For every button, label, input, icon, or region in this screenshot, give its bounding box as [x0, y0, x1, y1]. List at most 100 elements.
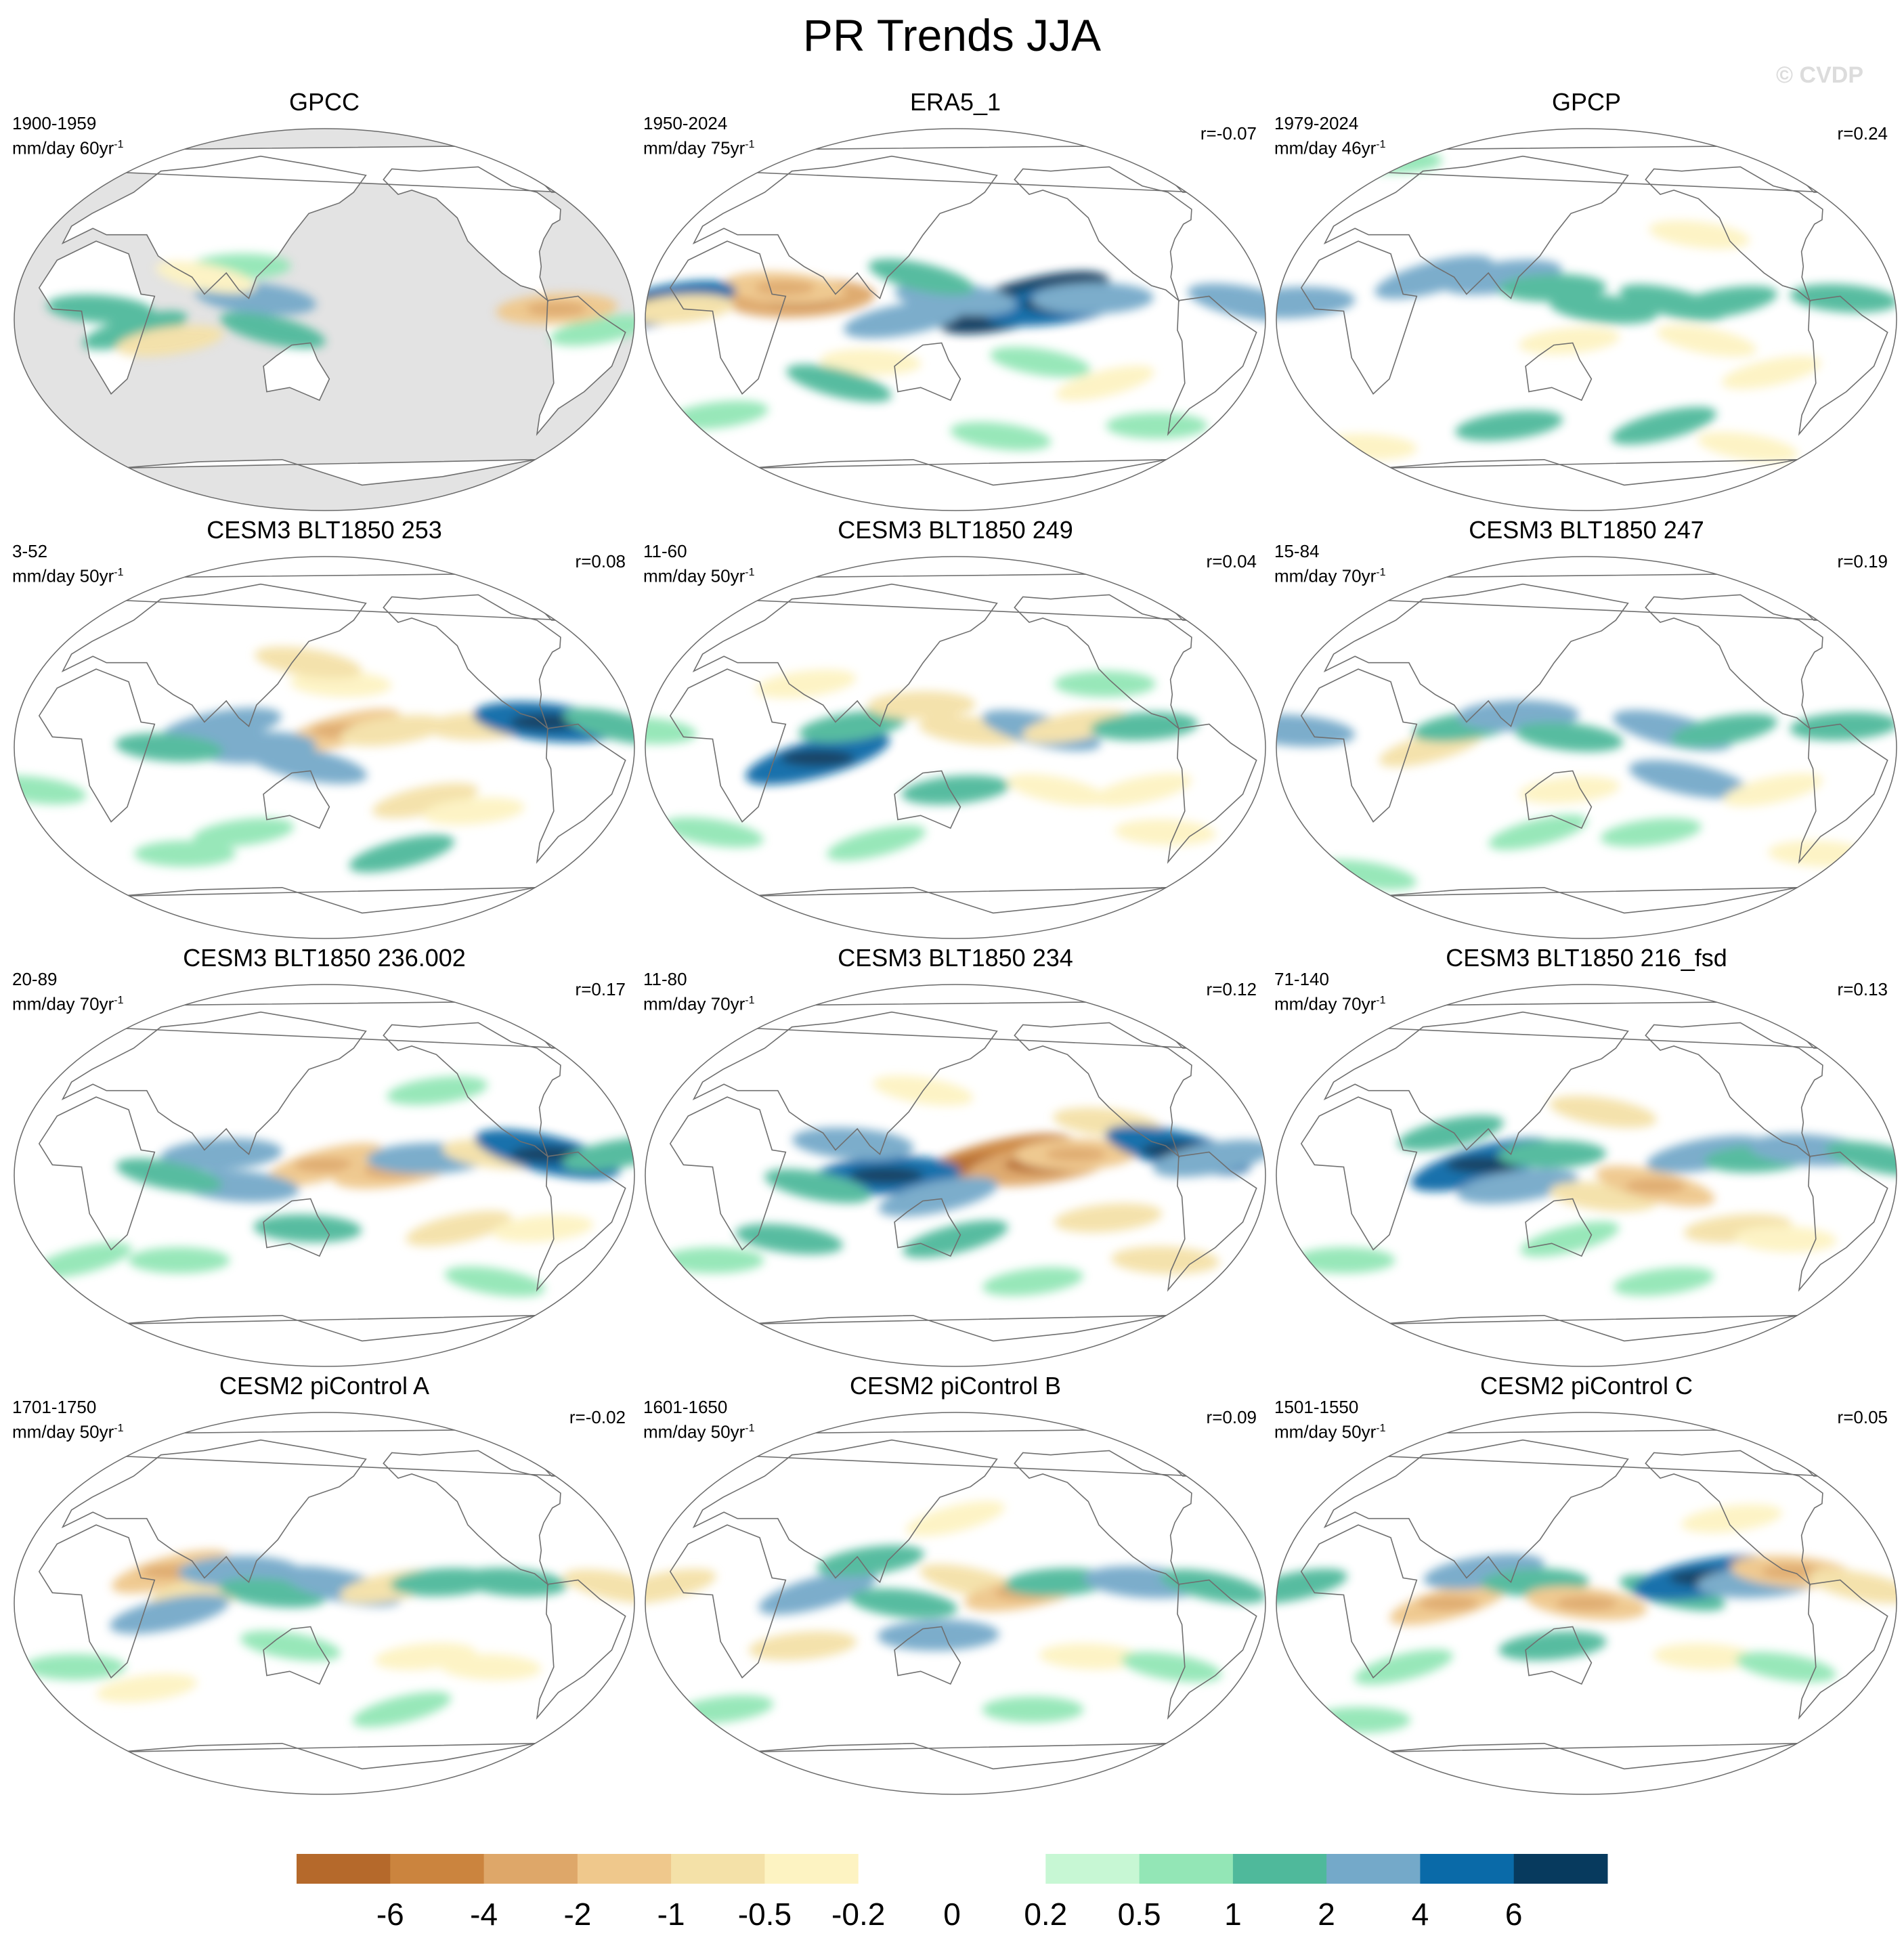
- colorbar-swatch: [952, 1854, 1046, 1884]
- trend-core: [849, 1167, 924, 1184]
- panel-units-text: mm/day 50yr: [12, 1421, 114, 1442]
- colorbar-swatch: [483, 1854, 578, 1884]
- trend-map: [645, 984, 1266, 1367]
- panel-title: CESM2 piControl C: [1479, 1372, 1693, 1400]
- panel-period: 15-84: [1274, 541, 1320, 561]
- trend-cell: [1114, 819, 1216, 846]
- panel-units: mm/day 70yr-1: [12, 990, 124, 1015]
- land-mask: [93, 146, 567, 192]
- trend-cell: [1121, 1651, 1222, 1683]
- colorbar-tick-label: -0.2: [831, 1897, 886, 1932]
- panel-correlation: r=0.19: [1837, 551, 1888, 571]
- trend-cell: [850, 1588, 958, 1619]
- panel-title: CESM3 BLT1850 234: [838, 944, 1073, 972]
- coastline: [1014, 1450, 1192, 1586]
- coastline: [1525, 1198, 1593, 1257]
- coastline: [1525, 342, 1593, 402]
- coastline: [1167, 1579, 1257, 1720]
- coastline: [61, 1439, 367, 1584]
- coastline: [61, 1011, 367, 1156]
- trend-cell: [1790, 712, 1897, 741]
- colorbar-tick-label: 6: [1505, 1897, 1523, 1932]
- trend-core: [276, 757, 338, 772]
- map-panel: CESM3 BLT1850 249 11-60 mm/day 50yr-1 r=0.0…: [641, 516, 1270, 943]
- panel-title: ERA5_1: [909, 88, 1001, 116]
- trend-cell: [549, 314, 634, 346]
- trend-cell: [1681, 1504, 1782, 1533]
- coastline: [894, 342, 961, 402]
- trend-core: [294, 1157, 355, 1172]
- trend-cell: [735, 1224, 843, 1255]
- trend-cell: [155, 261, 256, 294]
- coastline: [536, 295, 626, 436]
- trend-cell: [982, 1696, 1084, 1723]
- map-panel: GPCP 1979-2024 mm/day 46yr-1 r=0.24: [1272, 88, 1901, 515]
- panel-title: CESM3 BLT1850 249: [838, 516, 1073, 544]
- map-outline: [645, 1412, 1266, 1795]
- trend-cell: [827, 825, 926, 861]
- trend-cell: [423, 797, 525, 825]
- trend-cell: [764, 1169, 871, 1203]
- trend-core: [225, 291, 286, 306]
- trend-core: [139, 1607, 200, 1622]
- trend-field: [662, 1075, 1265, 1296]
- coastline: [263, 1198, 330, 1257]
- panel-correlation: r=0.24: [1837, 123, 1888, 144]
- trend-cell: [819, 349, 922, 376]
- trend-field: [645, 1500, 1265, 1724]
- panel-period: 1900-1959: [12, 113, 97, 133]
- coastline: [38, 1524, 156, 1679]
- coastline: [1798, 1579, 1888, 1720]
- map-panel: ERA5_1 1950-2024 mm/day 75yr-1 r=-0.07: [641, 88, 1270, 515]
- panel-units-text: mm/day 50yr: [643, 1421, 745, 1442]
- coastline: [1798, 1151, 1888, 1292]
- watermark: © CVDP: [1776, 62, 1863, 88]
- trend-field: [14, 646, 634, 873]
- panel-period: 1701-1750: [12, 1397, 97, 1417]
- panel-period: 71-140: [1274, 969, 1329, 989]
- trend-cell: [1293, 1247, 1395, 1274]
- panel-title: CESM3 BLT1850 253: [207, 516, 442, 544]
- panel-units-exponent: -1: [745, 567, 755, 578]
- map-outline: [1276, 128, 1897, 511]
- land-mask: [120, 459, 536, 485]
- colorbar-swatch: [1513, 1854, 1608, 1884]
- trend-cell: [1309, 1707, 1411, 1733]
- panel-units: mm/day 50yr-1: [1274, 1418, 1386, 1443]
- map-panel: GPCC 1900-1959 mm/day 60yr-1: [9, 88, 639, 515]
- trend-map: [645, 556, 1266, 939]
- trend-cell: [1007, 773, 1108, 806]
- trend-core: [1556, 1596, 1617, 1611]
- trend-field: [1276, 1504, 1897, 1733]
- coastline: [1300, 1096, 1418, 1251]
- trend-cell: [14, 775, 87, 804]
- trend-cell: [901, 775, 1010, 805]
- colorbar-frame: [297, 1854, 1607, 1884]
- coastline: [692, 1439, 998, 1584]
- colorbar-swatch: [764, 1854, 859, 1884]
- trend-cell: [1056, 365, 1154, 402]
- panel-title: CESM2 piControl A: [219, 1372, 430, 1400]
- coastline: [1167, 295, 1257, 436]
- map-panel: CESM3 BLT1850 236.002 20-89 mm/day 70yr-1 r…: [9, 944, 639, 1370]
- map-outline: [645, 128, 1266, 511]
- coastline: [1167, 723, 1257, 864]
- trend-cell: [1498, 1140, 1607, 1169]
- trend-cell: [1515, 722, 1624, 752]
- trend-cell: [1808, 1569, 1897, 1604]
- coastline: [669, 1096, 787, 1251]
- trend-cell: [82, 311, 188, 350]
- coastline: [536, 723, 626, 864]
- panel-units: mm/day 70yr-1: [1274, 562, 1386, 587]
- trend-cell: [1160, 1569, 1265, 1604]
- trend-cell: [868, 259, 974, 296]
- trend-cell: [1723, 773, 1823, 807]
- coastline: [1014, 166, 1192, 303]
- trend-core: [754, 280, 815, 295]
- colorbar-swatch: [1139, 1854, 1234, 1884]
- panel-units-text: mm/day 75yr: [643, 137, 745, 158]
- panel-units-exponent: -1: [1376, 995, 1386, 1006]
- coastline: [38, 668, 156, 823]
- panel-correlation: r=0.09: [1206, 1407, 1257, 1427]
- colorbar-tick-label: 2: [1318, 1897, 1335, 1932]
